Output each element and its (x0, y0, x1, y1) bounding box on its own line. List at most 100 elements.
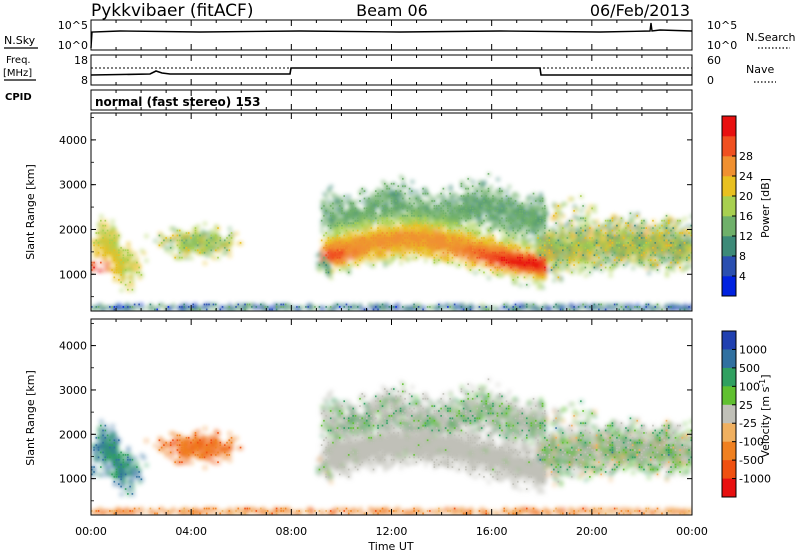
power-cell (589, 232, 592, 236)
power-cell (397, 207, 401, 211)
power-speck (93, 244, 95, 247)
power-cell (363, 227, 367, 231)
power-cell (575, 259, 579, 263)
power-cell (462, 303, 466, 307)
power-cell (516, 266, 520, 270)
power-cell (183, 244, 187, 248)
power-cell (476, 254, 480, 258)
power-cell (555, 239, 558, 243)
power-cell (546, 246, 549, 250)
power-cell (365, 229, 369, 233)
power-cell (505, 212, 509, 216)
power-cell (483, 244, 486, 248)
power-cell (528, 244, 531, 248)
power-cell (374, 249, 378, 253)
power-speck (154, 308, 156, 311)
power-speck (393, 254, 395, 257)
power-cell (262, 306, 265, 309)
power-speck (447, 254, 449, 257)
power-cell (379, 251, 383, 255)
power-cell (365, 242, 369, 245)
power-cell (656, 239, 660, 243)
power-cell (494, 195, 498, 199)
power-speck (354, 234, 357, 237)
power-cell (440, 249, 443, 253)
power-speck (383, 234, 386, 237)
power-cell (487, 209, 491, 213)
power-cell (586, 251, 590, 255)
power-cell (634, 242, 637, 245)
power-cell (370, 217, 374, 221)
power-speck (363, 234, 366, 237)
power-cell (196, 239, 200, 243)
power-cell (354, 306, 358, 309)
power-cell (323, 222, 326, 226)
power-speck (196, 249, 199, 252)
power-cell (442, 256, 446, 260)
power-cell (106, 224, 110, 228)
power-cell (559, 246, 563, 250)
power-cell (435, 219, 439, 223)
power-cell (530, 308, 534, 311)
power-cell (415, 237, 419, 240)
power-cell (341, 264, 344, 268)
power-cell (356, 256, 360, 260)
power-speck (417, 246, 420, 249)
power-cell (557, 249, 561, 253)
power-cell (178, 249, 182, 253)
power-cell (444, 259, 448, 263)
power-speck (201, 251, 204, 254)
power-cell (390, 227, 394, 231)
power-cell (368, 303, 371, 307)
power-cell (544, 276, 547, 280)
power-cell (469, 200, 473, 203)
power-speck (363, 237, 366, 239)
power-cell (431, 197, 434, 201)
power-cell (557, 227, 561, 231)
power-cell (214, 224, 218, 228)
power-cell (395, 308, 398, 311)
power-cell (219, 246, 223, 250)
power-speck (205, 303, 208, 306)
power-cell (361, 239, 365, 243)
power-cell (503, 269, 507, 272)
power-speck (327, 271, 330, 274)
power-cell (564, 244, 567, 248)
power-cell (555, 259, 558, 263)
power-speck (370, 214, 373, 217)
power-speck (325, 242, 327, 244)
power-speck (379, 229, 382, 232)
power-cell (643, 306, 646, 309)
power-cell (616, 249, 619, 253)
power-cell (521, 261, 525, 265)
power-cell (352, 237, 356, 240)
power-cell (485, 209, 489, 213)
power-cell (458, 197, 462, 201)
power-cell (685, 224, 689, 228)
power-speck (368, 254, 370, 257)
power-cell (476, 195, 480, 199)
power-cell (539, 259, 543, 263)
power-cell (528, 251, 531, 255)
power-cell (611, 308, 615, 311)
power-speck (158, 303, 161, 306)
power-cell (205, 242, 209, 245)
power-speck (350, 209, 352, 212)
power-cell (325, 222, 329, 226)
power-cell (456, 200, 459, 203)
power-speck (365, 251, 368, 254)
power-speck (323, 234, 325, 237)
power-speck (397, 237, 400, 239)
power-cell (503, 209, 507, 213)
power-cell (478, 246, 482, 250)
power-cell (352, 244, 356, 248)
power-speck (393, 207, 395, 210)
power-cell (408, 249, 412, 253)
power-cell (507, 256, 511, 260)
power-cell (460, 180, 464, 184)
power-cell (260, 306, 263, 309)
power-speck (318, 264, 321, 266)
power-cell (181, 249, 184, 253)
power-cell (467, 246, 471, 250)
power-speck (208, 239, 210, 242)
